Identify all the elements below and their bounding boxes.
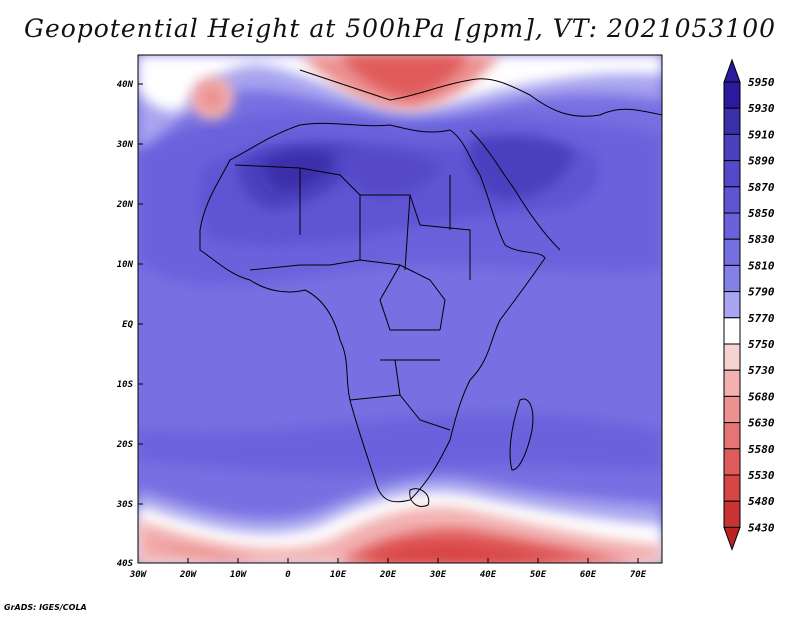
lon-label-30w: 30W	[129, 570, 148, 580]
legend-swatch	[723, 212, 741, 240]
lat-label-30s: 30S	[116, 500, 134, 510]
legend-label: 5930	[748, 102, 775, 115]
legend-label: 5810	[748, 259, 775, 272]
grads-credit: GrADS: IGES/COLA	[4, 603, 87, 612]
lat-label-40n: 40N	[117, 80, 134, 90]
legend-label: 5910	[748, 128, 775, 141]
legend-swatch	[723, 107, 741, 135]
legend-swatch	[723, 448, 741, 476]
legend-swatch	[723, 474, 741, 502]
legend-swatch	[723, 500, 741, 528]
legend-label: 5630	[748, 417, 775, 430]
legend-swatch	[723, 317, 741, 345]
legend-label: 5430	[748, 521, 775, 534]
legend-arrow-top	[723, 58, 741, 83]
legend-swatch	[723, 422, 741, 450]
legend-swatch	[723, 291, 741, 319]
legend-swatch	[723, 264, 741, 293]
lon-label-20e: 20E	[379, 570, 397, 580]
legend-arrow-bottom	[723, 526, 741, 551]
lon-label-20w: 20W	[179, 570, 198, 580]
legend-label: 5480	[748, 495, 775, 508]
axis-ticks	[137, 83, 639, 564]
legend-label: 5730	[748, 364, 775, 377]
legend-label: 5870	[748, 181, 775, 194]
height-field	[138, 55, 662, 563]
lat-label-10s: 10S	[117, 380, 134, 390]
lon-label-50e: 50E	[530, 570, 547, 580]
lat-label-eq: EQ	[122, 320, 133, 330]
legend-label: 5680	[748, 390, 775, 403]
legend-swatch	[723, 238, 741, 266]
lon-label-10e: 10E	[330, 570, 347, 580]
legend-swatch	[723, 343, 741, 371]
legend-label: 5890	[748, 155, 775, 168]
legend-label: 5580	[748, 443, 775, 456]
lat-label-20s: 20S	[116, 440, 134, 450]
chart-title: Geopotential Height at 500hPa [gpm], VT:…	[23, 14, 777, 43]
legend-swatch	[723, 81, 741, 109]
map-frame	[137, 54, 663, 564]
legend-label: 5950	[748, 76, 775, 89]
lat-label-20n: 20N	[116, 200, 134, 210]
lat-label-40s: 40S	[117, 559, 134, 569]
legend-swatch	[723, 133, 741, 162]
lon-label-30e: 30E	[429, 570, 447, 580]
lon-label-40e: 40E	[480, 570, 497, 580]
legend-label: 5790	[748, 286, 775, 299]
coastlines	[199, 69, 662, 507]
legend-label: 5830	[748, 233, 775, 246]
lat-label-30n: 30N	[116, 140, 134, 150]
lon-label-70e: 70E	[630, 570, 647, 580]
legend-label: 5750	[748, 338, 775, 351]
legend-swatch	[723, 186, 741, 214]
legend-label: 5530	[748, 469, 775, 482]
color-legend: 5950 5930 5910 5890 5870 5850 5830 5810 5790 5770…	[723, 58, 775, 551]
lon-label-10w: 10W	[230, 570, 248, 580]
lon-label-0: 0	[285, 570, 291, 580]
legend-label: 5850	[748, 207, 775, 220]
legend-label: 5770	[748, 312, 775, 325]
legend-swatch	[723, 369, 741, 397]
lon-label-60e: 60E	[580, 570, 597, 580]
legend-swatch	[723, 395, 741, 424]
lat-label-10n: 10N	[117, 260, 134, 270]
legend-swatch	[723, 160, 741, 188]
